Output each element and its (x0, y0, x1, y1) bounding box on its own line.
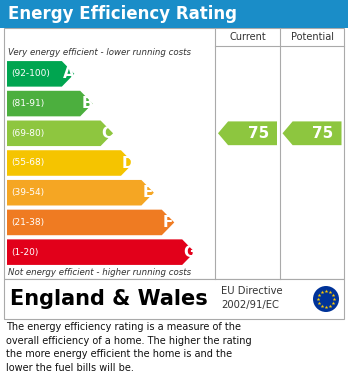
Polygon shape (7, 61, 74, 87)
Text: 75: 75 (312, 126, 333, 141)
Circle shape (313, 286, 339, 312)
Text: B: B (81, 96, 93, 111)
Bar (4, 279, 344, 319)
Text: Current: Current (229, 32, 266, 42)
Text: (69-80): (69-80) (11, 129, 44, 138)
Polygon shape (7, 210, 174, 235)
Polygon shape (7, 150, 134, 176)
Text: EU Directive
2002/91/EC: EU Directive 2002/91/EC (221, 286, 283, 310)
Text: G: G (183, 245, 196, 260)
Polygon shape (218, 121, 277, 145)
Text: (92-100): (92-100) (11, 69, 50, 78)
Text: D: D (122, 156, 135, 170)
Text: The energy efficiency rating is a measure of the
overall efficiency of a home. T: The energy efficiency rating is a measur… (6, 322, 252, 373)
Text: F: F (163, 215, 173, 230)
Bar (4, 28, 344, 279)
Polygon shape (283, 121, 341, 145)
Text: (1-20): (1-20) (11, 248, 38, 256)
Text: Potential: Potential (291, 32, 333, 42)
Text: Energy Efficiency Rating: Energy Efficiency Rating (8, 5, 237, 23)
Text: Very energy efficient - lower running costs: Very energy efficient - lower running co… (8, 48, 191, 57)
Text: England & Wales: England & Wales (10, 289, 208, 309)
Text: Not energy efficient - higher running costs: Not energy efficient - higher running co… (8, 268, 191, 277)
Text: (55-68): (55-68) (11, 158, 44, 167)
Text: C: C (102, 126, 113, 141)
Text: E: E (142, 185, 153, 200)
Text: A: A (63, 66, 74, 81)
Polygon shape (7, 180, 154, 206)
Text: (81-91): (81-91) (11, 99, 44, 108)
Polygon shape (7, 91, 93, 117)
Text: (21-38): (21-38) (11, 218, 44, 227)
Bar (0, 0, 348, 28)
Text: 75: 75 (247, 126, 269, 141)
Polygon shape (7, 239, 195, 265)
Text: (39-54): (39-54) (11, 188, 44, 197)
Polygon shape (7, 120, 113, 146)
